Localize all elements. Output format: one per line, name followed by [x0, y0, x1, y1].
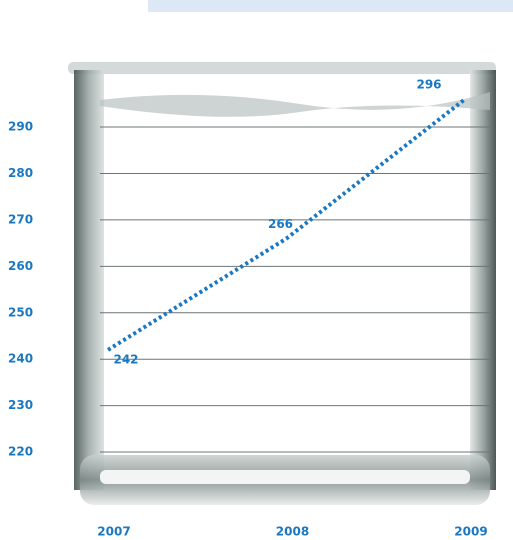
header-band: [148, 0, 513, 12]
y-tick-label: 280: [8, 166, 33, 180]
y-tick-label: 230: [8, 398, 33, 412]
y-tick-label: 270: [8, 212, 33, 226]
y-tick-label: 240: [8, 352, 33, 366]
plot-area: 220 230 240 250 260 270 280 290 2007 2008 2009 242 2…: [8, 78, 490, 539]
data-line: [106, 97, 467, 352]
y-tick-label: 290: [8, 120, 33, 134]
data-label: 242: [113, 352, 138, 366]
x-tick-label: 2008: [276, 525, 309, 539]
data-label: 296: [416, 78, 441, 92]
y-tick-label: 250: [8, 305, 33, 319]
y-tick-label: 260: [8, 259, 33, 273]
x-tick-label: 2007: [97, 525, 130, 539]
x-tick-label: 2009: [454, 525, 487, 539]
y-tick-label: 220: [8, 445, 33, 459]
glass: [68, 62, 496, 505]
data-label: 266: [268, 217, 293, 231]
